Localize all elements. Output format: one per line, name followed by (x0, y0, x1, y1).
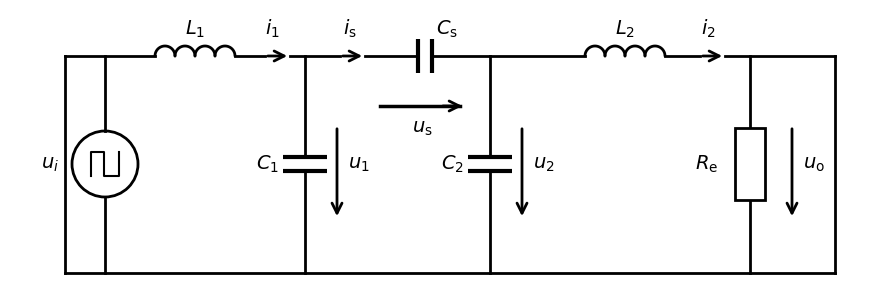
Text: $C_{\rm s}$: $C_{\rm s}$ (436, 18, 457, 40)
Text: $i_1$: $i_1$ (264, 18, 279, 40)
Text: $C_2$: $C_2$ (440, 153, 462, 175)
Text: $i_2$: $i_2$ (700, 18, 714, 40)
Text: $u_2$: $u_2$ (532, 155, 554, 173)
Text: $u_{\rm o}$: $u_{\rm o}$ (802, 155, 824, 173)
Text: $u_{\rm s}$: $u_{\rm s}$ (412, 118, 432, 138)
Bar (734, 128, 764, 200)
Text: $C_1$: $C_1$ (255, 153, 278, 175)
Text: $R_{\rm e}$: $R_{\rm e}$ (695, 153, 718, 175)
Text: $u_1$: $u_1$ (347, 155, 369, 173)
Text: $L_2$: $L_2$ (614, 18, 634, 40)
Text: $L_1$: $L_1$ (184, 18, 205, 40)
Text: $i_{\rm s}$: $i_{\rm s}$ (343, 18, 356, 40)
Text: $u_i$: $u_i$ (41, 155, 59, 173)
